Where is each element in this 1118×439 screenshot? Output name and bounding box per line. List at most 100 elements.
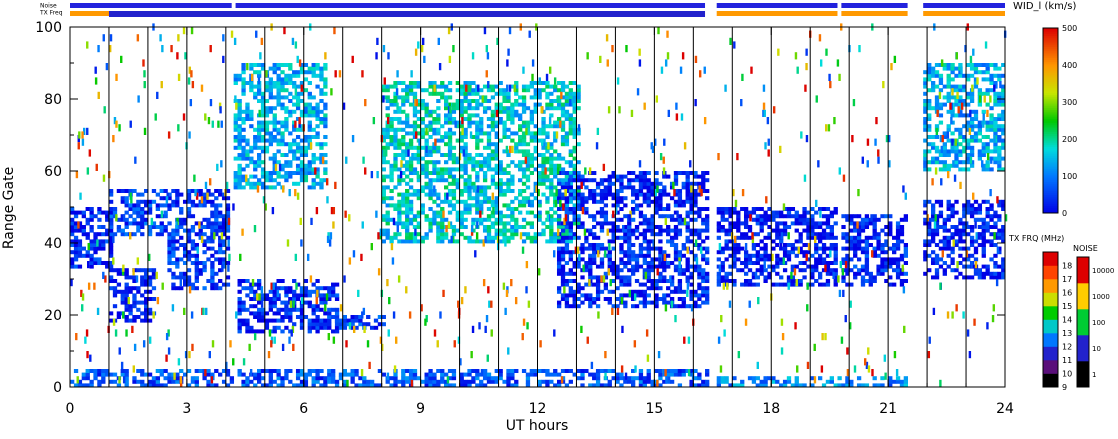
heatmap-cell: [564, 207, 570, 211]
heatmap-cell: [268, 81, 273, 85]
heatmap-cell: [175, 261, 180, 265]
heatmap-cell: [366, 315, 371, 319]
heatmap-cell: [475, 199, 480, 204]
heatmap-cell: [498, 117, 503, 121]
heatmap-cell: [689, 369, 694, 373]
heatmap-cell: [101, 239, 106, 244]
heatmap-cell: [775, 232, 780, 237]
heatmap-cell: [553, 106, 558, 111]
heatmap-cell: [331, 329, 336, 334]
heatmap-cell: [607, 257, 612, 262]
heatmap-cell: [412, 81, 418, 85]
heatmap-cell: [899, 239, 905, 244]
heatmap-cell: [790, 264, 796, 269]
heatmap-cell: [175, 189, 180, 193]
heatmap-cell: [564, 228, 570, 233]
heatmap-cell: [946, 203, 951, 208]
heatmap-cell: [436, 228, 441, 233]
heatmap-cell: [444, 95, 449, 100]
heatmap-cell: [856, 221, 862, 226]
heatmap-cell: [163, 210, 168, 215]
heatmap-cell: [303, 383, 309, 388]
heatmap-cell: [514, 91, 519, 96]
heatmap-cell: [966, 138, 971, 143]
heatmap-cell: [634, 293, 640, 298]
heatmap-cell: [627, 268, 632, 273]
heatmap-cell: [724, 271, 729, 276]
heatmap-cell: [397, 207, 402, 211]
heatmap-cell: [751, 379, 757, 384]
heatmap-cell: [934, 228, 940, 233]
heatmap-cell: [603, 214, 609, 219]
heatmap-cell: [841, 261, 846, 265]
heatmap-cell: [424, 142, 429, 147]
heatmap-cell: [771, 376, 776, 381]
heatmap-cell: [494, 199, 499, 204]
heatmap-cell: [444, 88, 449, 93]
heatmap-cell: [568, 225, 573, 229]
heatmap-cell: [872, 275, 877, 280]
heatmap-cell: [638, 372, 644, 377]
heatmap-cell: [428, 171, 433, 175]
heatmap-cell: [253, 163, 258, 168]
heatmap-cell: [685, 174, 690, 179]
heatmap-cell: [268, 109, 273, 114]
heatmap-cell: [568, 207, 573, 211]
heatmap-cell: [946, 127, 951, 132]
heatmap-cell: [358, 318, 363, 323]
heatmap-cell: [977, 268, 983, 273]
heatmap-cell: [716, 221, 722, 226]
heatmap-cell: [276, 66, 281, 71]
heatmap-cell: [592, 282, 597, 287]
heatmap-cell: [401, 196, 406, 201]
heatmap-cell: [650, 261, 655, 265]
heatmap-cell: [564, 300, 570, 305]
heatmap-cell: [202, 203, 207, 208]
heatmap-cell: [646, 271, 651, 276]
heatmap-cell: [350, 376, 355, 381]
heatmap-cell: [451, 189, 457, 193]
heatmap-cell: [989, 120, 994, 125]
heatmap-cell: [864, 214, 870, 219]
heatmap-cell: [315, 315, 320, 319]
heatmap-cell: [120, 369, 125, 373]
heatmap-cell: [681, 268, 686, 273]
heatmap-cell: [475, 174, 480, 179]
heatmap-cell: [327, 379, 332, 384]
heatmap-cell: [108, 275, 114, 280]
heatmap-cell: [319, 142, 324, 147]
heatmap-cell: [280, 279, 285, 283]
heatmap-cell: [401, 178, 406, 183]
heatmap-cell: [416, 160, 422, 165]
heatmap-cell: [459, 88, 464, 93]
heatmap-cell: [307, 160, 312, 165]
heatmap-cell: [790, 246, 796, 251]
heatmap-cell: [860, 282, 866, 287]
heatmap-cell: [693, 228, 698, 233]
heatmap-cell: [436, 117, 441, 121]
heatmap-cell: [393, 117, 398, 121]
heatmap-cell: [716, 225, 722, 229]
heatmap-cell: [779, 239, 784, 244]
heatmap-cell: [424, 106, 429, 111]
heatmap-cell: [237, 311, 242, 316]
heatmap-cell: [666, 203, 671, 208]
heatmap-cell: [405, 207, 410, 211]
heatmap-cell: [666, 286, 671, 291]
heatmap-cell: [280, 307, 285, 312]
heatmap-cell: [993, 214, 998, 219]
heatmap-cell: [560, 275, 566, 280]
heatmap-cell: [81, 246, 86, 251]
heatmap-cell: [416, 145, 422, 150]
heatmap-cell: [529, 120, 535, 125]
heatmap-cell: [946, 77, 951, 82]
heatmap-cell: [194, 221, 199, 226]
heatmap-cell: [623, 279, 628, 283]
heatmap-cell: [455, 214, 460, 219]
heatmap-cell: [132, 189, 137, 193]
heatmap-cell: [892, 246, 897, 251]
heatmap-cell: [521, 203, 527, 208]
heatmap-cell: [588, 268, 593, 273]
heatmap-cell: [190, 199, 196, 204]
heatmap-cell: [186, 192, 192, 197]
